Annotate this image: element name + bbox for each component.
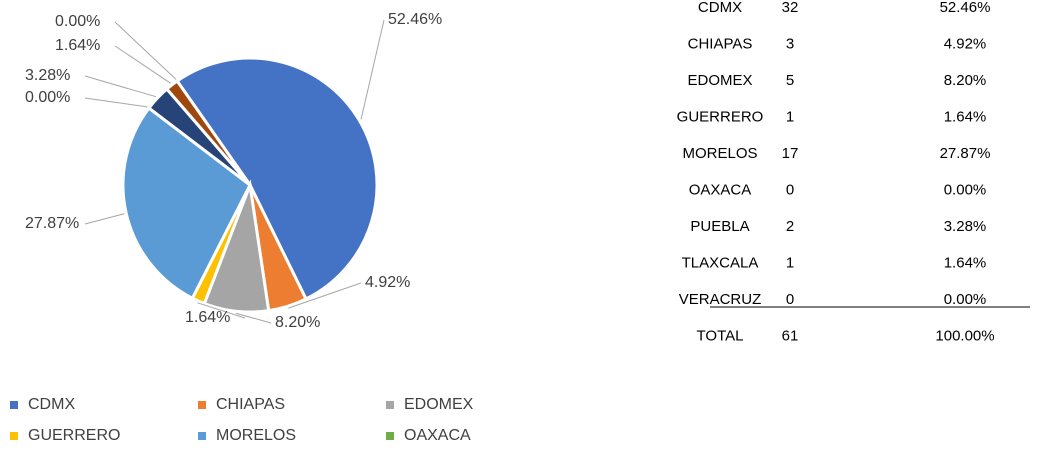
table-cell: 1 <box>786 108 794 125</box>
table-cell: 3 <box>786 35 794 52</box>
leader-line <box>114 21 177 80</box>
table-cell: 0 <box>786 181 794 198</box>
data-label: 4.92% <box>365 274 410 291</box>
table-cell: PUEBLA <box>690 218 749 235</box>
table-cell: GUERRERO <box>677 108 764 125</box>
data-label: 52.46% <box>388 11 442 28</box>
leader-line <box>114 45 171 84</box>
legend-label: CHIAPAS <box>216 396 285 413</box>
table-cell: 100.00% <box>935 327 994 344</box>
table-cell: 1 <box>786 254 794 271</box>
table-cell: 2 <box>786 218 794 235</box>
leader-line <box>360 19 385 120</box>
legend-swatch <box>10 401 18 409</box>
data-label: 1.64% <box>55 37 100 54</box>
table-cell: 52.46% <box>940 0 991 16</box>
legend-swatch <box>386 401 394 409</box>
table-cell: 5 <box>786 72 794 89</box>
legend-label: GUERRERO <box>28 427 120 444</box>
table-cell: 0.00% <box>944 181 987 198</box>
legend-swatch <box>198 432 206 440</box>
table-cell: EDOMEX <box>687 72 752 89</box>
table-cell: MORELOS <box>682 145 757 162</box>
table-cell: 61 <box>782 327 799 344</box>
table-cell: CHIAPAS <box>688 35 753 52</box>
data-label: 27.87% <box>25 215 79 232</box>
leader-line <box>235 312 272 324</box>
table-cell: 17 <box>782 145 799 162</box>
data-label: 0.00% <box>25 89 70 106</box>
table-cell: 27.87% <box>940 145 991 162</box>
leader-line <box>84 97 148 108</box>
table-cell: 4.92% <box>944 35 987 52</box>
table-cell: TLAXCALA <box>682 254 759 271</box>
legend-swatch <box>386 432 394 440</box>
leader-line <box>197 302 246 319</box>
legend-label: EDOMEX <box>404 396 474 413</box>
pie-slice <box>164 78 252 186</box>
table-cell: 0.00% <box>944 291 987 308</box>
table-cell: OAXACA <box>689 181 752 198</box>
table-cell: TOTAL <box>697 327 744 344</box>
legend-label: OAXACA <box>404 427 471 444</box>
pie-slice <box>121 105 252 301</box>
table-cell: 8.20% <box>944 72 987 89</box>
legend-label: MORELOS <box>216 427 296 444</box>
leader-line <box>288 282 362 309</box>
data-label: 3.28% <box>25 67 70 84</box>
data-label: 1.64% <box>185 309 230 326</box>
leader-line <box>84 213 125 225</box>
legend-swatch <box>10 432 18 440</box>
data-label: 0.00% <box>55 13 100 30</box>
pie-slice <box>175 56 379 301</box>
table-cell: 1.64% <box>944 254 987 271</box>
table-cell: CDMX <box>698 0 742 16</box>
legend-swatch <box>198 401 206 409</box>
leader-line <box>84 75 157 98</box>
table-cell: 3.28% <box>944 218 987 235</box>
table-cell: 1.64% <box>944 108 987 125</box>
table-cell: 32 <box>782 0 799 16</box>
data-label: 8.20% <box>275 314 320 331</box>
legend-label: CDMX <box>28 396 75 413</box>
table-cell: VERACRUZ <box>679 291 762 308</box>
table-cell: 0 <box>786 291 794 308</box>
